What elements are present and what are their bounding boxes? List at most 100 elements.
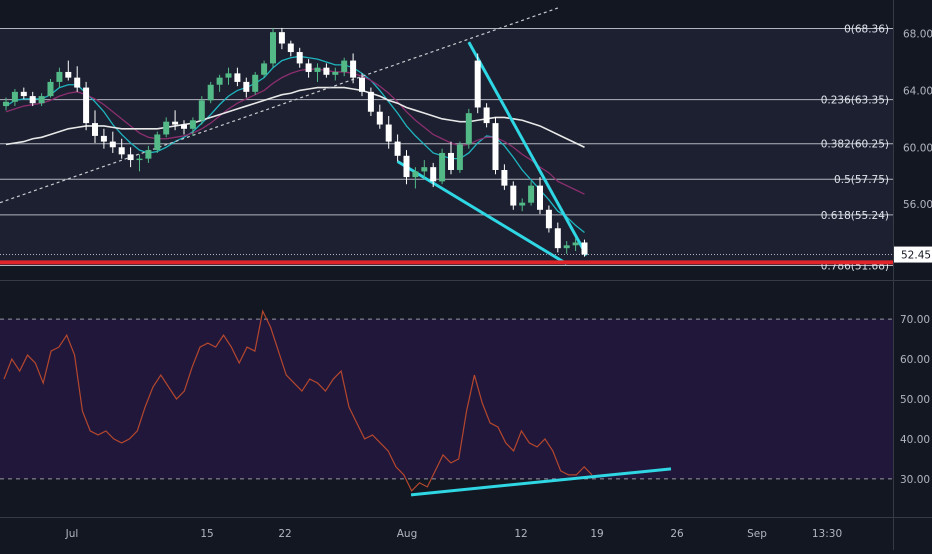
fib-label[interactable]: 0.5(57.75) [834,174,889,186]
candle-body [412,171,419,178]
candle-body [270,32,276,64]
candle-body [109,141,116,148]
candle-body [163,121,170,135]
time-axis-label: Aug [397,528,418,540]
moving-average-line [5,68,585,195]
candle-body [528,185,535,203]
candle-body [430,167,437,182]
candle-body [287,43,294,53]
candle-body [83,87,90,124]
candle-body [385,124,392,142]
time-axis-label: Jul [65,528,79,540]
candle-body [252,74,259,92]
rsi-trend-line [410,467,672,497]
candle-body [225,73,232,78]
candle-body [545,209,552,229]
candle-body [394,141,401,156]
moving-average-line [5,55,585,234]
price-axis-label: 56.00 [903,199,932,211]
candle-body [448,152,454,170]
candle-body [421,167,428,172]
candle-body [181,124,187,129]
time-axis-label: 22 [278,528,291,540]
price-axis-label: 60.00 [903,142,932,154]
candle-body [376,111,383,125]
candle-body [439,152,446,182]
last-price-label: 52.45 [901,250,931,262]
candle-body [74,77,81,88]
candle-body [154,134,161,151]
candle-body [305,63,312,72]
candle-body [554,228,561,249]
candle-body [314,67,321,72]
rsi-line [3,309,593,492]
fib-label[interactable]: 0.618(55.24) [821,210,889,222]
candle-body [465,113,472,145]
candle-body [38,96,45,104]
candle-body [332,71,339,75]
candle-body [243,81,250,92]
candle-body [537,185,543,210]
drawings[interactable] [0,7,893,266]
candle-body [572,242,579,246]
candle-body [323,67,330,75]
rsi-indicator [3,309,672,497]
candle-body [11,91,18,102]
time-axis-label: Sep [747,528,767,540]
wedge-upper-line [467,41,588,256]
candle-body [100,135,107,142]
fib-zone [0,28,893,266]
rsi-axis-label: 40.00 [900,434,930,446]
candle-body [20,91,27,97]
price-axis-label: 68.00 [903,29,932,41]
rsi-band-layer [0,318,893,480]
time-axis-label: 15 [200,528,213,540]
fib-label[interactable]: 0.382(60.25) [821,139,889,151]
candle-body [65,71,72,78]
candle-body [474,60,481,108]
candle-body [403,155,410,178]
fib-label[interactable]: 0(68.36) [844,23,889,35]
rsi-band [0,319,893,479]
rsi-axis-label: 70.00 [900,314,930,326]
last-price-badge [894,246,932,263]
candle-body [92,123,98,136]
wedge-lower-line [396,160,568,266]
time-axis-label: 12 [514,528,527,540]
price-axis-label: 64.00 [903,85,932,97]
candle-body [56,71,63,82]
candle-body [296,52,303,64]
candle-body [172,121,179,125]
rsi-axis-label: 60.00 [900,354,930,366]
candle-body [234,73,241,82]
candle-body [456,144,463,170]
candle-body [501,170,508,186]
rsi-axis-label: 50.00 [900,394,930,406]
time-axis-label: 19 [590,528,603,540]
candle-body [367,91,374,112]
candle-body [261,63,268,75]
fib-label[interactable]: 0.236(63.35) [821,95,889,107]
candle-body [278,32,285,44]
candle-body [145,150,152,159]
candle-body [29,96,36,104]
candle-body [359,77,365,92]
candle-body [189,120,196,129]
candle-body [3,101,9,107]
dashed-trend-line [0,7,558,204]
candle-body [198,100,205,121]
candle-body [47,81,54,97]
candle-body [127,154,134,161]
candle-body [483,107,490,124]
candle-body [350,60,357,78]
candle-body [341,60,348,72]
candles [3,27,588,257]
time-axis-label: 13:30 [812,528,842,540]
candle-body [207,84,214,101]
rsi-axis-label: 30.00 [900,474,930,486]
candle-body [510,185,517,206]
fibonacci-levels[interactable]: 0(68.36) 0.236(63.35) 0.382(60.25) 0.5(57.7… [0,23,893,272]
